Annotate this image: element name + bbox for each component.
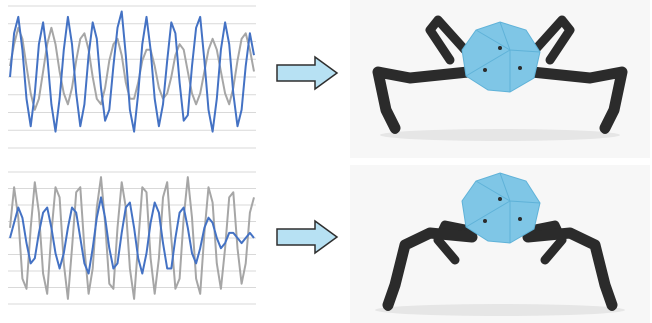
bottom-robot-leg-front-left <box>382 227 478 311</box>
top-robot-foot-right <box>601 126 609 134</box>
top-robot-sensor-dot <box>518 66 522 70</box>
bottom-robot-body-facet <box>465 172 541 243</box>
top-robot-sensor-dot <box>498 46 502 50</box>
bottom-gait-chart <box>8 171 256 305</box>
top-robot-body-facet <box>465 21 541 92</box>
bottom-robot-foot-right <box>608 303 616 311</box>
top-robot-image <box>350 0 650 158</box>
top-robot-body <box>461 21 541 93</box>
bottom-robot-sensor-dot <box>518 217 522 221</box>
top-arrow-icon <box>276 55 339 91</box>
bottom-chart-series-gray-line <box>9 176 255 300</box>
top-robot-sensor-dot <box>483 68 487 72</box>
bottom-robot-sensor-dot <box>483 219 487 223</box>
bottom-robot-shadow <box>375 304 625 316</box>
top-robot-foot-left <box>391 126 399 134</box>
bottom-robot-body <box>461 172 541 244</box>
bottom-robot-leg-front-right <box>522 227 618 311</box>
bottom-chart-series-blue-line <box>9 196 255 275</box>
top-robot-leg-back-left <box>425 15 470 65</box>
bottom-robot-sensor-dot <box>498 197 502 201</box>
top-chart-series-blue-line <box>9 10 255 133</box>
bottom-robot-image <box>350 165 650 323</box>
bottom-robot-foot-left <box>384 303 392 311</box>
top-chart-series-gray-line <box>9 26 255 111</box>
top-arrow-shape <box>276 55 339 91</box>
top-robot-leg-front-right <box>526 66 628 134</box>
top-robot-leg-back-right <box>530 15 575 65</box>
bottom-arrow-shape <box>276 219 339 255</box>
bottom-arrow-icon <box>276 219 339 255</box>
top-robot-shadow <box>380 129 620 141</box>
top-robot-leg-front-left <box>372 66 474 134</box>
top-gait-chart <box>8 5 256 149</box>
